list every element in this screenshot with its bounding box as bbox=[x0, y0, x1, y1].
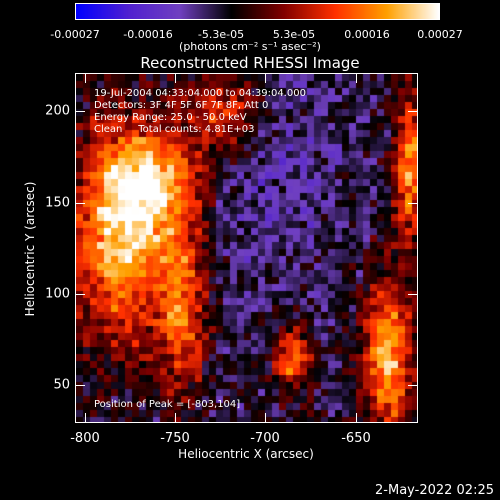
colorbar bbox=[75, 3, 440, 20]
x-tick-label: -650 bbox=[341, 431, 371, 446]
colorbar-tick: 0.00027 bbox=[417, 28, 463, 41]
tick-mark bbox=[408, 203, 418, 204]
tick-mark bbox=[265, 73, 266, 83]
tick-mark bbox=[408, 385, 418, 386]
plot-area: 19-Jul-2004 04:33:04.000 to 04:39:04.000… bbox=[75, 73, 418, 423]
colorbar-tick: -0.00027 bbox=[50, 28, 100, 41]
colorbar-units: (photons cm⁻² s⁻¹ asec⁻²) bbox=[179, 40, 321, 53]
tick-mark bbox=[75, 294, 85, 295]
x-tick-label: -750 bbox=[160, 431, 190, 446]
colorbar-tick: 5.3e-05 bbox=[272, 28, 316, 41]
annotation-peak-position: Position of Peak = [-803,104] bbox=[94, 399, 241, 410]
tick-mark bbox=[75, 203, 85, 204]
tick-mark bbox=[408, 111, 418, 112]
tick-mark bbox=[265, 413, 266, 423]
annotation-energy-range: Energy Range: 25.0 - 50.0 keV bbox=[94, 112, 247, 123]
heatmap-image bbox=[76, 74, 417, 422]
tick-mark bbox=[408, 294, 418, 295]
tick-mark bbox=[175, 413, 176, 423]
y-tick-label: 200 bbox=[45, 103, 70, 119]
x-axis-label: Heliocentric X (arcsec) bbox=[178, 447, 314, 461]
y-tick-label: 100 bbox=[45, 286, 70, 302]
x-tick-label: -700 bbox=[250, 431, 280, 446]
y-axis-label: Heliocentric Y (arcsec) bbox=[23, 181, 37, 317]
tick-mark bbox=[85, 73, 86, 83]
footer-date: 2-May-2022 02:25 bbox=[375, 483, 494, 498]
annotation-detectors: Detectors: 3F 4F 5F 6F 7F 8F, Att 0 bbox=[94, 100, 269, 111]
x-tick-label: -800 bbox=[70, 431, 100, 446]
colorbar-tick: -0.00016 bbox=[123, 28, 173, 41]
tick-mark bbox=[75, 111, 85, 112]
plot-title: Reconstructed RHESSI Image bbox=[140, 54, 360, 72]
colorbar-tick: -5.3e-05 bbox=[197, 28, 245, 41]
colorbar-tick: 0.00016 bbox=[344, 28, 390, 41]
tick-mark bbox=[85, 413, 86, 423]
y-tick-label: 50 bbox=[53, 377, 70, 393]
annotation-total-counts: Clean Total counts: 4.81E+03 bbox=[94, 124, 255, 135]
y-tick-label: 150 bbox=[45, 195, 70, 211]
annotation-time-range: 19-Jul-2004 04:33:04.000 to 04:39:04.000 bbox=[94, 88, 306, 99]
tick-mark bbox=[175, 73, 176, 83]
tick-mark bbox=[75, 385, 85, 386]
tick-mark bbox=[356, 73, 357, 83]
tick-mark bbox=[356, 413, 357, 423]
